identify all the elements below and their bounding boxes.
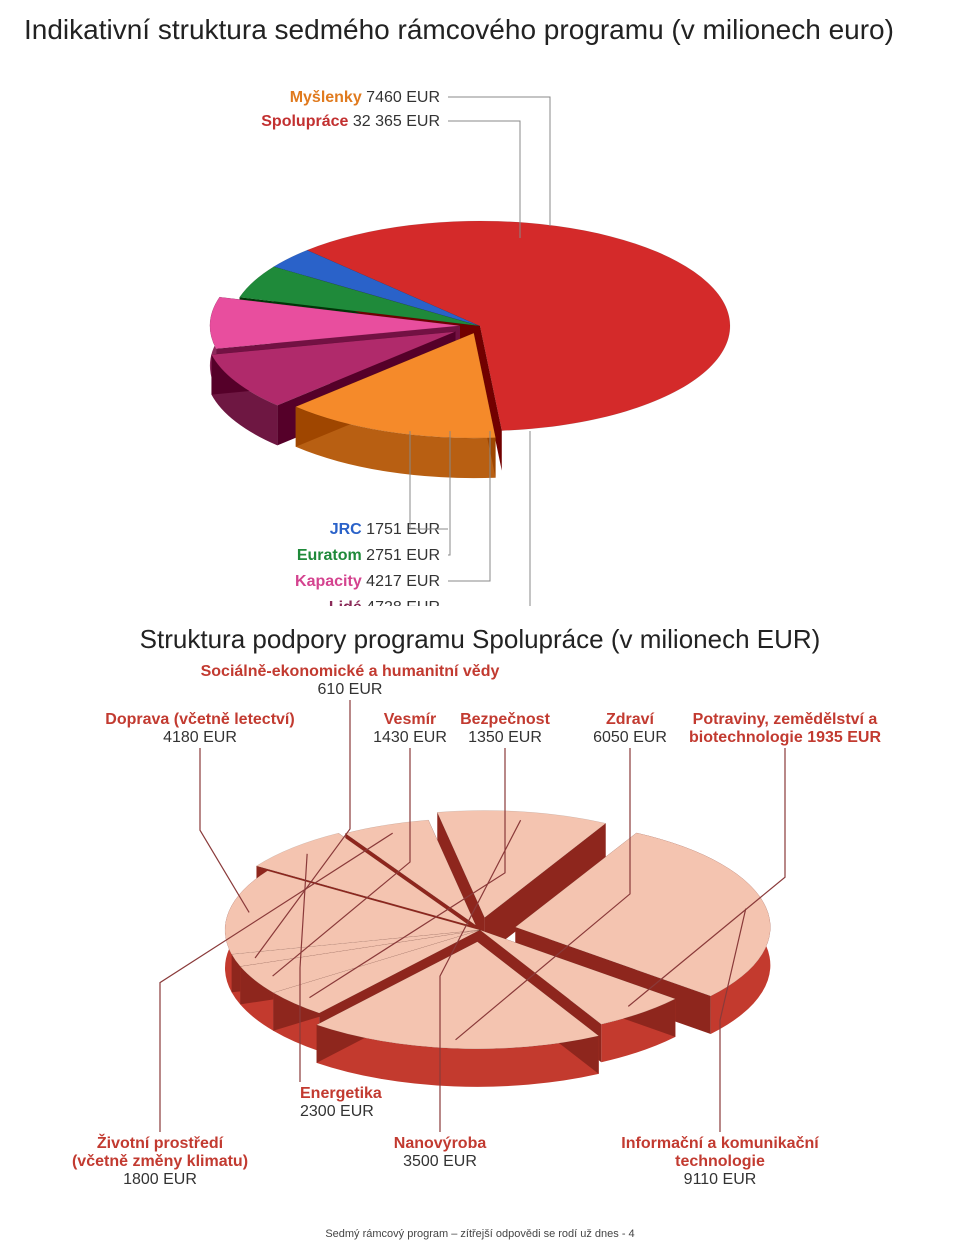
svg-text:Informační a komunikačnítechno: Informační a komunikačnítechnologie9110 …: [621, 1135, 819, 1188]
svg-text:Energetika2300 EUR: Energetika2300 EUR: [300, 1085, 382, 1120]
svg-text:Životní prostředí(včetně změny: Životní prostředí(včetně změny klimatu)1…: [72, 1133, 248, 1188]
chart2-area: Sociálně-ekonomické a humanitní vědy610 …: [0, 0, 960, 1254]
chart2-pie: Sociálně-ekonomické a humanitní vědy610 …: [0, 0, 960, 1254]
svg-text:Vesmír1430 EUR: Vesmír1430 EUR: [373, 711, 447, 746]
page-footer: Sedmý rámcový program – zítřejší odpověd…: [0, 1228, 960, 1240]
svg-text:Bezpečnost1350 EUR: Bezpečnost1350 EUR: [460, 711, 550, 746]
svg-text:Potraviny, zemědělství abiotec: Potraviny, zemědělství abiotechnologie 1…: [689, 711, 881, 746]
svg-text:Nanovýroba3500 EUR: Nanovýroba3500 EUR: [394, 1135, 487, 1170]
svg-text:Sociálně-ekonomické a humanitn: Sociálně-ekonomické a humanitní vědy610 …: [201, 663, 500, 698]
svg-text:Zdraví6050 EUR: Zdraví6050 EUR: [593, 711, 667, 746]
svg-text:Doprava (včetně letectví)4180: Doprava (včetně letectví)4180 EUR: [105, 711, 294, 746]
